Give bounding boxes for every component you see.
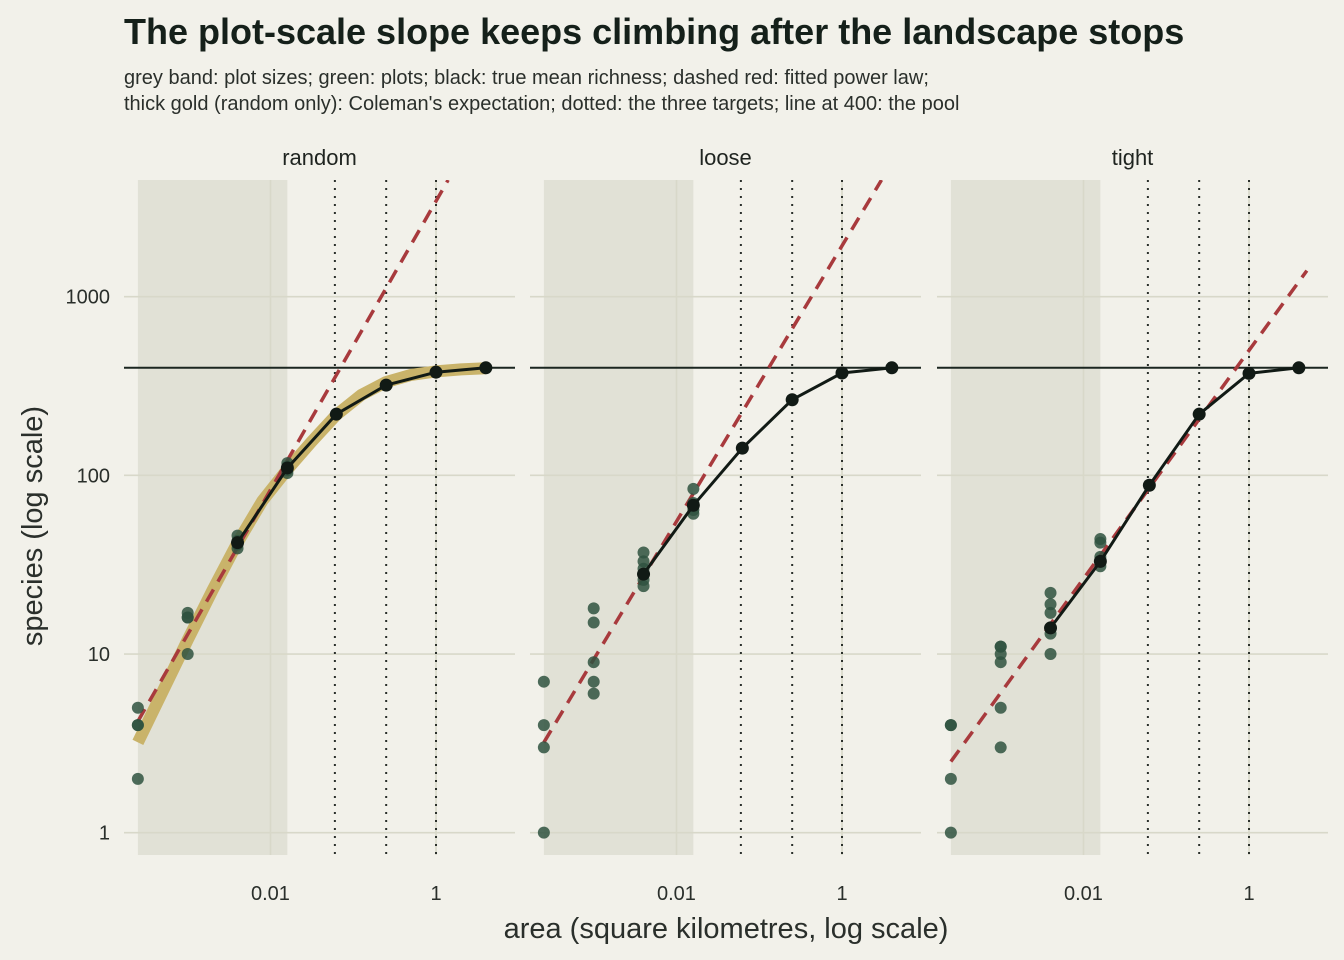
true-mean-richness-point bbox=[479, 361, 493, 375]
plot-point bbox=[587, 675, 600, 688]
true-mean-richness-point bbox=[1142, 478, 1156, 492]
plot-point bbox=[994, 701, 1007, 714]
true-mean-richness-point bbox=[885, 361, 899, 375]
plot-point bbox=[587, 687, 600, 700]
true-mean-richness-point bbox=[686, 498, 700, 512]
true-mean-richness-point bbox=[1192, 407, 1206, 421]
plot-point bbox=[1044, 648, 1057, 661]
y-tick-label: 100 bbox=[77, 465, 110, 487]
x-tick-label: 0.01 bbox=[657, 883, 696, 905]
panel-strip-label: loose bbox=[699, 145, 752, 170]
plot-size-band bbox=[950, 180, 1101, 855]
plot-point bbox=[587, 602, 600, 615]
plot-point bbox=[537, 741, 550, 754]
x-tick-label: 0.01 bbox=[1064, 883, 1103, 905]
plot-point bbox=[637, 546, 650, 559]
plot-point bbox=[537, 826, 550, 839]
plot-point bbox=[131, 772, 144, 785]
true-mean-richness-point bbox=[785, 393, 799, 407]
panel-random: random 0.01 1 bbox=[124, 145, 515, 905]
panel-strip-label: tight bbox=[1112, 145, 1154, 170]
plot-point bbox=[687, 482, 700, 495]
plot-point bbox=[537, 675, 550, 688]
x-tick-label: 1 bbox=[430, 883, 441, 905]
plot-point bbox=[1094, 533, 1107, 546]
chart-subtitle-line-2: thick gold (random only): Coleman's expe… bbox=[124, 93, 959, 115]
plot-point bbox=[587, 616, 600, 629]
true-mean-richness-point bbox=[1044, 621, 1058, 635]
true-mean-richness-point bbox=[1242, 366, 1256, 380]
plot-point bbox=[131, 719, 144, 732]
true-mean-richness-point bbox=[379, 378, 393, 392]
plot-point bbox=[537, 719, 550, 732]
chart-title: The plot-scale slope keeps climbing afte… bbox=[124, 11, 1184, 52]
facet-panels: 1 10 100 1000 random 0.01 1 loose 0.01 1 tight 0.01… bbox=[66, 145, 1328, 905]
x-tick-label: 1 bbox=[1243, 883, 1254, 905]
y-tick-label: 1000 bbox=[66, 287, 111, 309]
plot-point bbox=[181, 606, 194, 619]
true-mean-richness-point bbox=[1292, 361, 1306, 375]
fitted-power-law-line bbox=[542, 180, 884, 744]
true-mean-richness-point bbox=[280, 461, 294, 475]
panel-tight: tight 0.01 1 bbox=[937, 145, 1328, 905]
plot-point bbox=[587, 656, 600, 669]
plot-point bbox=[994, 640, 1007, 653]
plot-point bbox=[1044, 586, 1057, 599]
x-axis-title: area (square kilometres, log scale) bbox=[504, 913, 949, 945]
x-tick-label: 1 bbox=[836, 883, 847, 905]
panel-strip-label: random bbox=[282, 145, 357, 170]
y-tick-label: 10 bbox=[88, 644, 110, 666]
plot-point bbox=[944, 719, 957, 732]
x-tick-label: 0.01 bbox=[251, 883, 290, 905]
true-mean-richness-line bbox=[236, 366, 486, 544]
plot-point bbox=[944, 826, 957, 839]
true-mean-richness-point bbox=[637, 567, 651, 581]
true-mean-richness-point bbox=[835, 366, 849, 380]
true-mean-richness-line bbox=[1049, 366, 1299, 629]
y-tick-label: 1 bbox=[99, 823, 110, 845]
true-mean-richness-point bbox=[429, 365, 443, 379]
plot-size-band bbox=[543, 180, 694, 855]
fitted-power-law-line bbox=[136, 180, 450, 723]
true-mean-richness-line bbox=[642, 366, 892, 575]
plot-point bbox=[1044, 606, 1057, 619]
true-mean-richness-point bbox=[329, 407, 343, 421]
plot-point bbox=[994, 741, 1007, 754]
plot-point bbox=[181, 648, 194, 661]
true-mean-richness-point bbox=[231, 536, 245, 550]
plot-point bbox=[637, 555, 650, 568]
panel-clipped-layer bbox=[542, 180, 884, 744]
plot-size-band bbox=[137, 180, 288, 855]
chart-subtitle-line-1: grey band: plot sizes; green: plots; bla… bbox=[124, 67, 929, 89]
plot-point bbox=[944, 772, 957, 785]
plot-point bbox=[1044, 598, 1057, 611]
true-mean-richness-point bbox=[735, 441, 749, 455]
y-axis-title: species (log scale) bbox=[17, 406, 49, 646]
plot-point bbox=[131, 701, 144, 714]
panel-loose: loose 0.01 1 bbox=[530, 145, 921, 905]
true-mean-richness-point bbox=[1093, 554, 1107, 568]
